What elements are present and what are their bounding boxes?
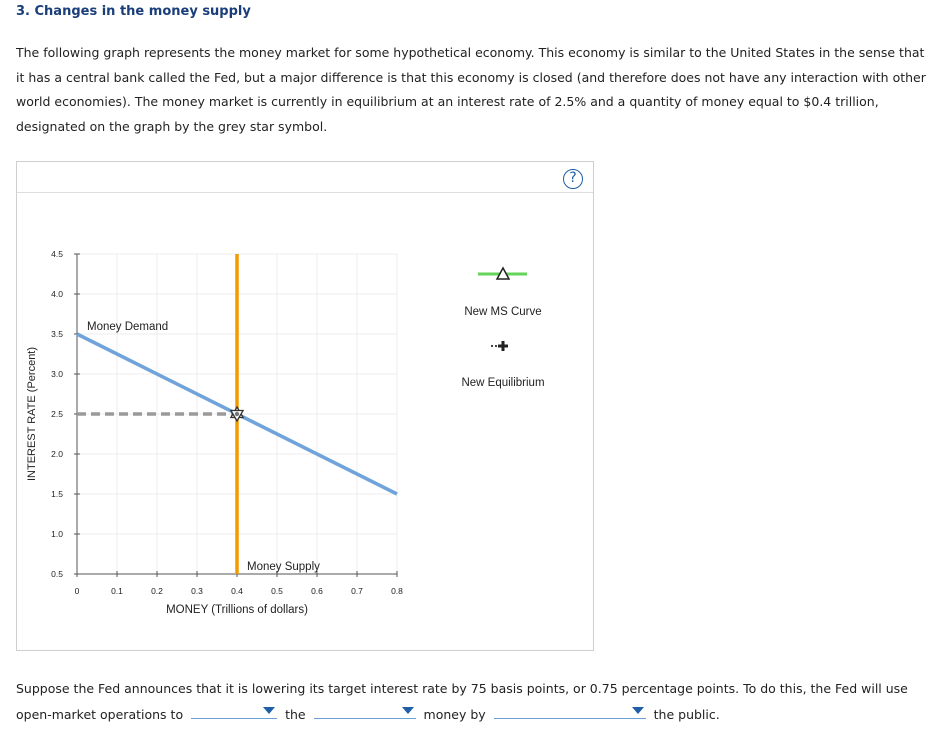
x-tick-label: 0.8 bbox=[391, 586, 403, 596]
chevron-down-icon bbox=[631, 706, 644, 714]
x-tick-label: 0.6 bbox=[311, 586, 323, 596]
new-ms-curve-label: New MS Curve bbox=[464, 306, 541, 318]
x-tick-label: 0 bbox=[75, 586, 80, 596]
equilibrium-star-icon bbox=[229, 405, 245, 423]
y-tick-label: 2.0 bbox=[51, 449, 63, 459]
money-supply-label: Money Supply bbox=[247, 561, 320, 573]
triangle-icon[interactable] bbox=[495, 266, 511, 280]
counterparty-dropdown[interactable] bbox=[493, 702, 646, 719]
new-equilibrium-label: New Equilibrium bbox=[461, 377, 544, 389]
graph-toolbar: ? bbox=[17, 162, 593, 193]
money-demand-label: Money Demand bbox=[87, 321, 168, 333]
chevron-down-icon bbox=[263, 706, 276, 714]
y-axis-label: INTEREST RATE (Percent) bbox=[26, 347, 38, 481]
question-text: Suppose the Fed announces that it is low… bbox=[16, 677, 941, 727]
x-tick-label: 0.5 bbox=[271, 586, 283, 596]
question-part-1: Suppose the Fed announces that it is low… bbox=[16, 681, 908, 722]
chevron-down-icon bbox=[401, 706, 414, 714]
y-tick-label: 3.0 bbox=[51, 369, 63, 379]
money-market-chart: 0.5 1.0 1.5 2.0 2.5 3.0 3.5 4.0 4.5 0 0.1 0.2 0.3 0.4… bbox=[26, 249, 545, 616]
y-tick-label: 3.5 bbox=[51, 329, 63, 339]
operation-dropdown[interactable] bbox=[191, 702, 278, 719]
question-part-4: the public. bbox=[653, 706, 720, 722]
x-axis-label: MONEY (Trillions of dollars) bbox=[166, 604, 308, 616]
legend: New MS Curve New Equilibrium bbox=[461, 266, 545, 389]
y-tick-label: 1.0 bbox=[51, 529, 63, 539]
action-dropdown[interactable] bbox=[313, 702, 416, 719]
x-tick-label: 0.4 bbox=[231, 586, 243, 596]
y-tick-label: 4.5 bbox=[51, 249, 63, 259]
star-center bbox=[234, 411, 240, 417]
y-tick-label: 0.5 bbox=[51, 569, 63, 579]
x-tick-label: 0.3 bbox=[191, 586, 203, 596]
help-icon[interactable]: ? bbox=[563, 169, 583, 189]
x-tick-label: 0.1 bbox=[111, 586, 123, 596]
intro-paragraph: The following graph represents the money… bbox=[16, 45, 926, 134]
question-part-3: money by bbox=[423, 706, 486, 722]
question-part-2: the bbox=[285, 706, 306, 722]
x-tick-label: 0.2 bbox=[151, 586, 163, 596]
y-tick-label: 4.0 bbox=[51, 289, 63, 299]
graph-panel: ? 0.5 1.0 1.5 2.0 2.5 3.0 3.5 4.0 4.5 0 0.1 0.2 0.3 0… bbox=[16, 161, 594, 651]
new-equilibrium-tool[interactable] bbox=[491, 341, 508, 351]
question-heading: 3. Changes in the money supply bbox=[16, 4, 251, 19]
y-tick-label: 2.5 bbox=[51, 409, 63, 419]
y-tick-label: 1.5 bbox=[51, 489, 63, 499]
x-tick-label: 0.7 bbox=[351, 586, 363, 596]
